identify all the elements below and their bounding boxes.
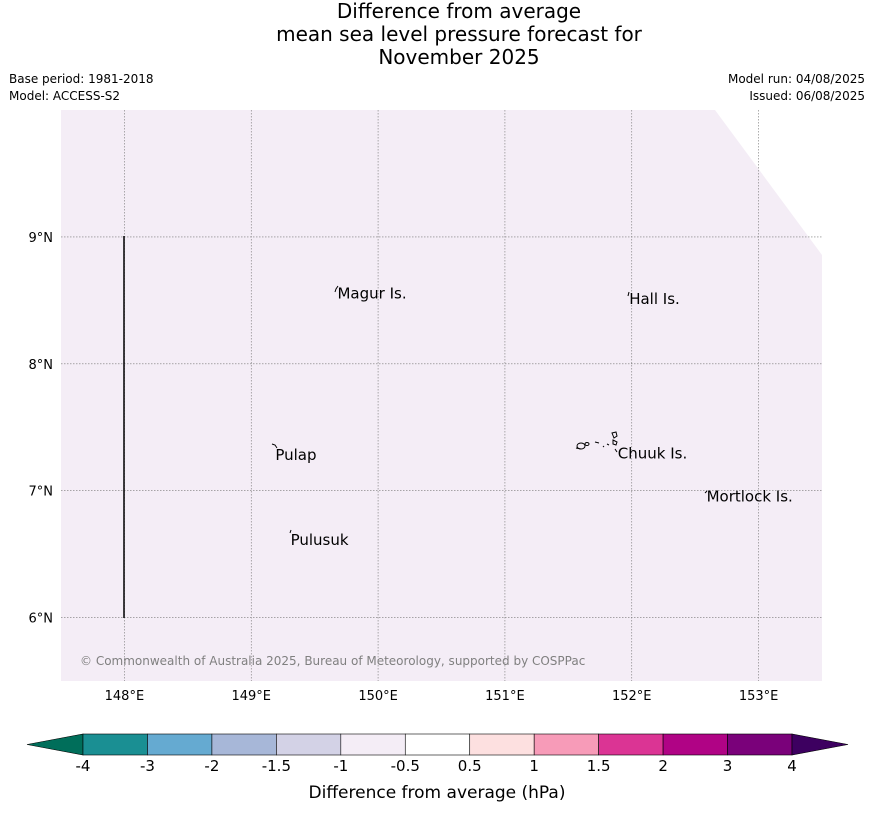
colorbar-label: 4 [787,757,797,775]
axis-tick-labels: 148°E 149°E 150°E 151°E 152°E 153°E 9°N 8°N 7°N 6… [29,231,779,704]
place-label: Hall Is. [629,290,680,308]
colorbar-segment [82,733,148,756]
place-labels: Magur Is. Hall Is. Pulap Chuuk Is. Mortlock … [275,285,792,549]
colorbar-label: 3 [723,757,733,775]
issued-date: Issued: 06/08/2025 [749,89,865,103]
island-mortlock [704,490,708,494]
map-area [61,110,822,681]
colorbar-segment [340,733,406,756]
island-pulusuk [289,529,292,534]
lat-tick-label: 7°N [29,485,54,500]
colorbar-segment [404,733,471,756]
place-label: Pulusuk [291,531,349,549]
colorbar-segments [82,733,793,756]
island-hall [627,291,630,297]
colorbar-label: 0.5 [458,757,482,775]
colorbar-under-triangle [26,733,84,756]
copyright-notice: © Commonwealth of Australia 2025, Bureau… [80,654,585,668]
place-label: Mortlock Is. [707,488,793,506]
colorbar-segment [662,733,728,756]
colorbar-label: -2 [204,757,219,775]
base-period: Base period: 1981-2018 [9,72,154,86]
lat-tick-label: 9°N [29,231,54,246]
place-label: Chuuk Is. [618,445,687,463]
colorbar-segment [469,733,535,756]
colorbar: -4 -3 -2 -1.5 -1 -0.5 0.5 1 1.5 2 3 4 Difference fr… [26,733,849,803]
colorbar-segment [276,733,342,756]
colorbar-title: Difference from average (hPa) [309,783,566,803]
colorbar-label: 1 [529,757,539,775]
meta-right: Model run: 04/08/2025 Issued: 06/08/2025 [728,71,865,105]
island-outlines [271,285,708,534]
colorbar-labels: -4 -3 -2 -1.5 -1 -0.5 0.5 1 1.5 2 3 4 [76,757,797,775]
lon-tick-label: 150°E [358,689,398,704]
title-line-1: Difference from average [336,0,582,23]
lon-tick-label: 151°E [485,689,525,704]
colorbar-segment [211,733,277,756]
lon-tick-label: 152°E [612,689,652,704]
place-label: Pulap [275,446,316,464]
colorbar-segment [727,733,793,756]
lat-tick-label: 6°N [29,612,54,627]
island-chuuk-lagoon [575,431,618,453]
colorbar-label: -0.5 [391,757,420,775]
colorbar-label: 2 [658,757,668,775]
island-pulap [271,443,278,449]
model-run: Model run: 04/08/2025 [727,72,865,86]
title-line-2: mean sea level pressure forecast for [276,22,642,46]
place-label: Magur Is. [337,285,406,303]
colorbar-over-triangle [791,733,849,756]
colorbar-label: -1 [333,757,348,775]
model-name: Model: ACCESS-S2 [9,89,121,103]
colorbar-segment [147,733,213,756]
colorbar-segment [598,733,664,756]
lon-tick-label: 148°E [105,689,145,704]
colorbar-label: -3 [140,757,155,775]
colorbar-label: -1.5 [262,757,291,775]
map-layer: Magur Is. Hall Is. Pulap Chuuk Is. Mortlock … [29,110,822,704]
lat-tick-label: 8°N [29,358,54,373]
colorbar-label: -4 [76,757,91,775]
colorbar-segment [533,733,599,756]
title-line-3: November 2025 [378,45,540,69]
chart-title: Difference from average mean sea level p… [0,0,873,69]
colorbar-label: 1.5 [587,757,611,775]
lon-tick-label: 149°E [231,689,271,704]
island-magur [334,285,339,293]
meta-left: Base period: 1981-2018 Model: ACCESS-S2 [9,71,154,105]
lon-tick-label: 153°E [739,689,779,704]
